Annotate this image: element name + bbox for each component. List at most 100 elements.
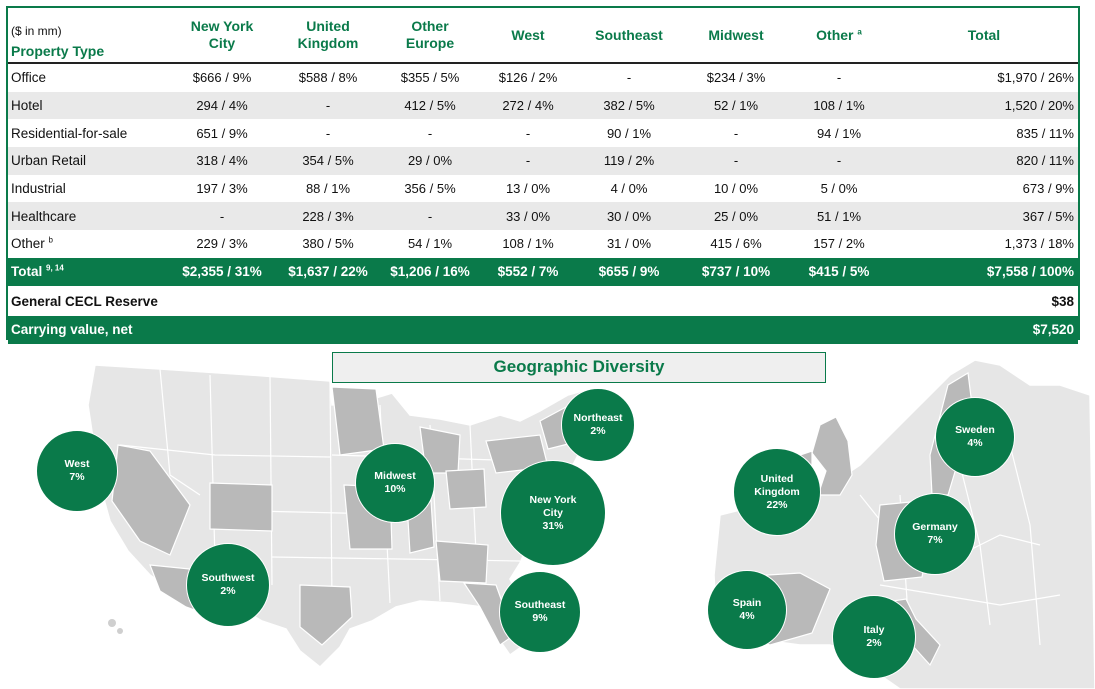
table-cell: -: [788, 147, 890, 175]
bubble-text: 2%: [220, 585, 236, 597]
region-bubble-germany: Germany 7%: [894, 493, 976, 575]
bubble-text: 4%: [739, 610, 755, 622]
bubble-text: 4%: [967, 437, 983, 449]
table-cell: -: [733, 125, 739, 141]
row-label: Healthcare: [8, 202, 166, 231]
table-cell: 382 / 5%: [574, 91, 684, 120]
cecl-reserve-row: General CECL Reserve $38: [8, 285, 1078, 316]
region-bubble-spain: Spain 4%: [707, 570, 787, 650]
total-cell: $552 / 7%: [482, 257, 574, 287]
table-row: Other b 229 / 3% 380 / 5% 54 / 1% 108 / 1% 31…: [8, 230, 1078, 258]
row-label: Office: [11, 70, 47, 86]
bubble-text: 10%: [384, 483, 406, 495]
region-bubble-west: West 7%: [36, 430, 118, 512]
bubble-text: 2%: [590, 425, 606, 437]
geographic-diversity-section: Geographic Diversity West 7% Southwest 2% Mi…: [0, 345, 1095, 689]
total-row: Total 9, 14 $2,355 / 31% $1,637 / 22% $1,20…: [8, 257, 1078, 287]
table-cell: 13 / 0%: [505, 181, 551, 197]
table-cell: 52 / 1%: [684, 91, 788, 120]
table-row: Hotel 294 / 4% -412 / 5% 272 / 4% 382 / 5% 52…: [8, 91, 1078, 120]
region-bubble-italy: Italy 2%: [832, 595, 916, 679]
carrying-label: Carrying value, net: [8, 315, 890, 344]
row-label: Residential-for-sale: [11, 125, 128, 141]
table-cell: 4 / 0%: [610, 181, 648, 197]
table-row: Urban Retail 318 / 4% 354 / 5% 29 / 0% -119 …: [8, 147, 1078, 175]
table-cell: 367 / 5%: [890, 202, 1078, 231]
carrying-value-row: Carrying value, net $7,520: [8, 315, 1078, 344]
unit-label: ($ in mm): [11, 24, 62, 38]
table-cell: -: [836, 70, 842, 86]
table-cell: 412 / 5%: [378, 91, 482, 120]
table-cell: -: [278, 91, 378, 120]
table-cell: $355 / 5%: [400, 70, 460, 86]
region-bubble-northeast: Northeast 2%: [561, 388, 635, 462]
carrying-value: $7,520: [890, 315, 1078, 344]
region-bubble-midwest: Midwest 10%: [355, 443, 435, 523]
table-cell: 1,520 / 20%: [890, 91, 1078, 120]
bubble-text: United: [760, 472, 794, 485]
bubble-text: 7%: [69, 471, 85, 483]
table-cell: $1,970 / 26%: [997, 70, 1074, 86]
bubble-text: Italy: [863, 624, 885, 636]
loan-portfolio-table: ($ in mm) Property Type New York City Uni…: [8, 8, 1078, 344]
bubble-text: 31%: [542, 519, 564, 532]
header-property-type: ($ in mm) Property Type: [8, 8, 166, 63]
table-row: Residential-for-sale 651 / 9% - - - 90 / 1% - 9…: [8, 119, 1078, 147]
total-cell: $1,637 / 22%: [278, 257, 378, 287]
table-cell: -: [626, 70, 632, 86]
table-cell: 119 / 2%: [574, 147, 684, 175]
table-cell: 94 / 1%: [816, 125, 862, 141]
geographic-diversity-title: Geographic Diversity: [332, 352, 826, 383]
bubble-text: Southwest: [201, 572, 255, 584]
bubble-text: City: [543, 506, 563, 519]
table-cell: 30 / 0%: [574, 202, 684, 231]
header-nyc: New York City: [190, 18, 254, 51]
table-cell: 10 / 0%: [713, 181, 759, 197]
table-cell: $666 / 9%: [192, 70, 252, 86]
table-cell: 108 / 1%: [502, 236, 554, 252]
table-cell: 651 / 9%: [196, 125, 248, 141]
region-bubble-southwest: Southwest 2%: [186, 543, 270, 627]
table-cell: $126 / 2%: [498, 70, 558, 86]
table-cell: 5 / 0%: [820, 181, 858, 197]
row-label: Hotel: [8, 91, 166, 120]
table-cell: $588 / 8%: [298, 70, 358, 86]
region-bubble-sweden: Sweden 4%: [935, 397, 1015, 477]
header-southeast: Southeast: [595, 26, 663, 43]
bubble-text: Southeast: [514, 599, 566, 611]
table-cell: -: [378, 202, 482, 231]
header-west: West: [511, 26, 545, 43]
table-cell: 1,373 / 18%: [1004, 236, 1074, 252]
table-cell: 90 / 1%: [606, 125, 652, 141]
loan-portfolio-table-container: ($ in mm) Property Type New York City Uni…: [6, 6, 1080, 344]
table-cell: -: [482, 147, 574, 175]
table-cell: 354 / 5%: [278, 147, 378, 175]
bubble-text: 22%: [766, 498, 788, 511]
region-bubble-nyc: New York City 31%: [500, 460, 606, 566]
bubble-text: Northeast: [573, 412, 623, 424]
table-cell: 108 / 1%: [788, 91, 890, 120]
table-cell: 228 / 3%: [278, 202, 378, 231]
table-cell: -: [166, 202, 278, 231]
table-cell: 29 / 0%: [378, 147, 482, 175]
header-uk: United Kingdom: [297, 18, 359, 51]
table-cell: 197 / 3%: [196, 181, 248, 197]
bubble-text: Sweden: [955, 424, 995, 436]
bubble-text: Kingdom: [754, 485, 800, 498]
bubble-text: Germany: [912, 521, 958, 533]
bubble-text: New York: [529, 493, 577, 506]
bubble-text: 7%: [927, 534, 943, 546]
bubble-text: West: [64, 458, 90, 470]
region-bubble-southeast: Southeast 9%: [499, 571, 581, 653]
total-cell: $1,206 / 16%: [378, 257, 482, 287]
table-cell: 380 / 5%: [302, 236, 354, 252]
table-cell: 88 / 1%: [305, 181, 351, 197]
region-bubble-uk: United Kingdom 22%: [733, 448, 821, 536]
header-other-europe: Other Europe: [405, 18, 455, 51]
header-midwest: Midwest: [708, 26, 764, 43]
table-cell: -: [525, 125, 531, 141]
table-cell: 33 / 0%: [482, 202, 574, 231]
row-label: Industrial: [11, 181, 66, 197]
table-cell: -: [325, 125, 331, 141]
table-row: Healthcare -228 / 3% -33 / 0% 30 / 0% 25 / 0…: [8, 202, 1078, 231]
